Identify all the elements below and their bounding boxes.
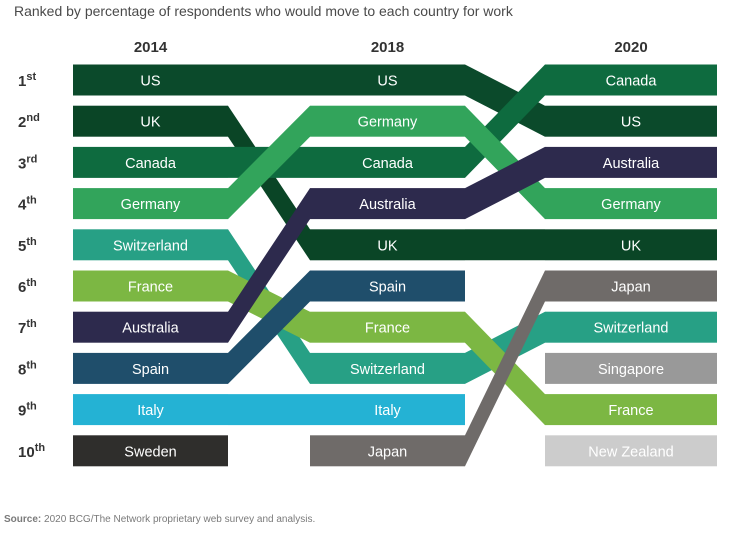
- label-canada-2018: Canada: [362, 156, 414, 172]
- rank-label-3rd: 3rd: [18, 153, 37, 172]
- bar-uk-2020: [545, 229, 717, 261]
- year-header-2014: 2014: [134, 39, 168, 56]
- connector-germany-2018-2020: [465, 105, 545, 220]
- label-canada-2020: Canada: [606, 74, 658, 90]
- label-germany-2020: Germany: [601, 197, 661, 213]
- bar-new-zealand-2020: [545, 435, 717, 467]
- label-us-2018: US: [377, 74, 397, 90]
- connector-us-2018-2020: [465, 64, 545, 137]
- rank-label-10th: 10th: [18, 442, 45, 461]
- bar-italy-2018: [310, 394, 465, 426]
- label-us-2020: US: [621, 115, 641, 131]
- label-france-2018: France: [365, 321, 410, 337]
- connector-germany-2014-2018: [228, 105, 310, 220]
- label-switzerland-2018: Switzerland: [350, 362, 425, 378]
- chart-subtitle: Ranked by percentage of respondents who …: [14, 3, 513, 19]
- year-header-2018: 2018: [371, 39, 404, 56]
- label-australia-2020: Australia: [603, 156, 660, 172]
- label-germany-2018: Germany: [358, 115, 418, 131]
- bar-us-2018: [310, 64, 465, 96]
- label-uk-2018: UK: [377, 238, 397, 254]
- label-spain-2014: Spain: [132, 362, 169, 378]
- bar-canada-2014: [73, 146, 228, 178]
- source-text: 2020 BCG/The Network proprietary web sur…: [44, 514, 316, 525]
- label-new-zealand-2020: New Zealand: [588, 444, 673, 460]
- label-japan-2020: Japan: [611, 280, 651, 296]
- bar-germany-2014: [73, 188, 228, 220]
- rank-label-1st: 1st: [18, 71, 36, 90]
- bar-us-2020: [545, 105, 717, 137]
- bar-us-2014: [73, 64, 228, 96]
- bar-japan-2018: [310, 435, 465, 467]
- bar-germany-2018: [310, 105, 465, 137]
- bar-switzerland-2018: [310, 352, 465, 384]
- rank-label-2nd: 2nd: [18, 112, 40, 131]
- bar-spain-2018: [310, 270, 465, 302]
- label-italy-2014: Italy: [137, 403, 164, 419]
- rank-label-4th: 4th: [18, 195, 37, 214]
- label-uk-2020: UK: [621, 238, 641, 254]
- connector-japan-2018-2020: [465, 270, 545, 467]
- bar-italy-2014: [73, 394, 228, 426]
- bar-france-2020: [545, 394, 717, 426]
- source-note: Source: 2020 BCG/The Network proprietary…: [4, 514, 315, 525]
- bar-singapore-2020: [545, 352, 717, 384]
- connector-italy-2014-2018: [228, 394, 310, 426]
- rank-label-7th: 7th: [18, 318, 37, 337]
- year-header-2020: 2020: [614, 39, 647, 56]
- bar-uk-2014: [73, 105, 228, 137]
- connector-uk-2018-2020: [465, 229, 545, 261]
- bar-germany-2020: [545, 188, 717, 220]
- bar-canada-2020: [545, 64, 717, 96]
- bump-bars-layer: [73, 64, 717, 467]
- label-canada-2014: Canada: [125, 156, 177, 172]
- label-singapore-2020: Singapore: [598, 362, 664, 378]
- bump-labels-layer: 2014 2018 2020 1st 2nd 3rd 4th 5th 6th 7th 8th 9th 1…: [18, 39, 674, 461]
- label-switzerland-2014: Switzerland: [113, 238, 188, 254]
- bar-australia-2020: [545, 146, 717, 178]
- label-france-2014: France: [128, 280, 173, 296]
- bar-switzerland-2014: [73, 229, 228, 261]
- rank-label-9th: 9th: [18, 401, 37, 420]
- bar-switzerland-2020: [545, 311, 717, 343]
- bar-canada-2018: [310, 146, 465, 178]
- bar-uk-2018: [310, 229, 465, 261]
- bar-australia-2018: [310, 188, 465, 220]
- label-us-2014: US: [140, 74, 160, 90]
- label-sweden-2014: Sweden: [124, 444, 176, 460]
- bar-sweden-2014: [73, 435, 228, 467]
- bump-lines-layer: [228, 64, 545, 467]
- connector-australia-2018-2020: [465, 146, 545, 220]
- label-japan-2018: Japan: [368, 444, 408, 460]
- label-spain-2018: Spain: [369, 280, 406, 296]
- source-label: Source:: [4, 514, 42, 525]
- label-france-2020: France: [608, 403, 653, 419]
- connector-spain-2014-2018: [228, 270, 310, 384]
- label-switzerland-2020: Switzerland: [594, 321, 669, 337]
- rank-label-8th: 8th: [18, 359, 37, 378]
- rank-label-5th: 5th: [18, 236, 37, 255]
- bar-japan-2020: [545, 270, 717, 302]
- bar-spain-2014: [73, 352, 228, 384]
- label-uk-2014: UK: [140, 115, 160, 131]
- label-italy-2018: Italy: [374, 403, 401, 419]
- bar-australia-2014: [73, 311, 228, 343]
- rank-label-6th: 6th: [18, 277, 37, 296]
- connector-us-2014-2018: [228, 64, 310, 96]
- connector-australia-2014-2018: [228, 188, 310, 343]
- bar-france-2018: [310, 311, 465, 343]
- label-australia-2014: Australia: [122, 321, 179, 337]
- label-germany-2014: Germany: [121, 197, 181, 213]
- bar-france-2014: [73, 270, 228, 302]
- label-australia-2018: Australia: [359, 197, 416, 213]
